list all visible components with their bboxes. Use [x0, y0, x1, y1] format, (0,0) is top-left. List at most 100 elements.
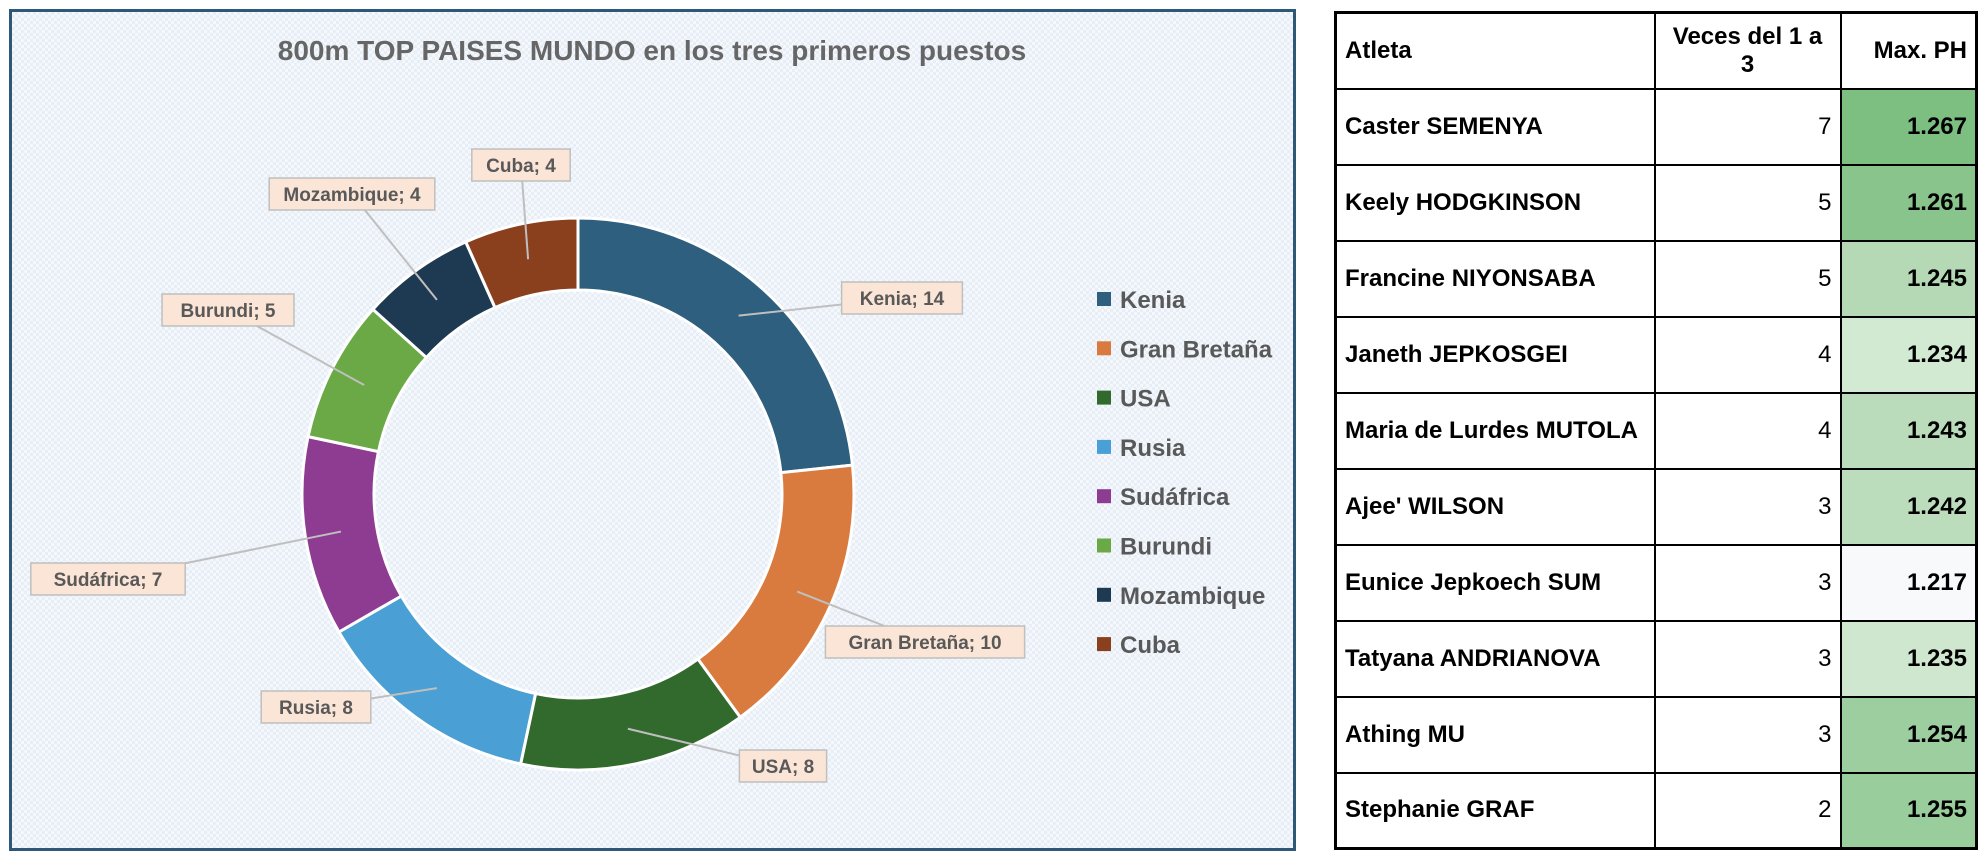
legend-item: Sudáfrica [1097, 484, 1230, 511]
max-ph-cell: 1.243 [1839, 391, 1978, 470]
legend-swatch [1097, 587, 1111, 602]
legend-swatch [1097, 637, 1111, 652]
slice-gran-breta-a [695, 463, 856, 720]
legend-label: Rusia [1120, 435, 1186, 462]
times-cell: 2 [1653, 771, 1842, 850]
legend-item: Mozambique [1097, 583, 1265, 610]
athlete-name-cell: Tatyana ANDRIANOVA [1334, 619, 1656, 698]
athlete-name-cell: Stephanie GRAF [1334, 771, 1656, 850]
slice-kenia [576, 216, 855, 475]
legend-item: Burundi [1097, 534, 1212, 561]
legend-swatch [1097, 439, 1111, 454]
athlete-name-cell: Francine NIYONSABA [1334, 239, 1656, 318]
legend-swatch [1097, 538, 1111, 553]
data-label-box [161, 293, 295, 327]
data-label: Sudáfrica; 7 [30, 562, 186, 596]
times-cell: 5 [1653, 163, 1842, 242]
data-label-box [268, 177, 436, 211]
table-row: Maria de Lurdes MUTOLA 4 1.243 [1334, 391, 1978, 470]
max-ph-cell: 1.261 [1839, 163, 1978, 242]
legend-label: USA [1120, 386, 1171, 413]
data-label-text: Rusia; 8 [279, 698, 353, 719]
max-ph-cell: 1.267 [1839, 87, 1978, 166]
data-label: Kenia; 14 [840, 281, 964, 315]
slice-sud-frica [300, 434, 404, 635]
legend-swatch [1097, 341, 1111, 356]
data-label-text: USA; 8 [752, 757, 814, 778]
table-row: Athing MU 3 1.254 [1334, 695, 1978, 774]
data-label: USA; 8 [738, 749, 828, 783]
table-row: Caster SEMENYA 7 1.267 [1334, 87, 1978, 166]
header-times: Veces del 1 a 3 [1653, 11, 1842, 90]
max-ph-cell: 1.234 [1839, 315, 1978, 394]
slice-rusia [336, 593, 538, 766]
legend-label: Mozambique [1120, 583, 1265, 610]
legend-item: Rusia [1097, 435, 1186, 462]
legend-label: Cuba [1120, 632, 1181, 659]
athletes-table-panel: Atleta Veces del 1 a 3 Max. PH Caster SE… [1334, 11, 1978, 850]
max-ph-cell: 1.254 [1839, 695, 1978, 774]
times-cell: 3 [1653, 467, 1842, 546]
data-label: Cuba; 4 [471, 148, 571, 182]
data-label-box [471, 148, 571, 182]
max-ph-cell: 1.242 [1839, 467, 1978, 546]
data-label-text: Burundi; 5 [181, 301, 276, 322]
data-label: Rusia; 8 [260, 690, 372, 724]
table-row: Keely HODGKINSON 5 1.261 [1334, 163, 1978, 242]
slice-cuba [463, 216, 580, 310]
athlete-name-cell: Eunice Jepkoech SUM [1334, 543, 1656, 622]
data-label-box [824, 625, 1026, 659]
times-cell: 3 [1653, 543, 1842, 622]
athlete-name-cell: Ajee' WILSON [1334, 467, 1656, 546]
data-label-box [738, 749, 828, 783]
leader-line [351, 193, 438, 301]
table-row: Tatyana ANDRIANOVA 3 1.235 [1334, 619, 1978, 698]
legend-swatch [1097, 390, 1111, 405]
max-ph-cell: 1.235 [1839, 619, 1978, 698]
legend-label: Sudáfrica [1120, 484, 1230, 511]
athlete-name-cell: Maria de Lurdes MUTOLA [1334, 391, 1656, 470]
athlete-name-cell: Janeth JEPKOSGEI [1334, 315, 1656, 394]
athlete-name-cell: Athing MU [1334, 695, 1656, 774]
slice-usa [518, 656, 743, 772]
times-cell: 4 [1653, 391, 1842, 470]
data-label-text: Cuba; 4 [486, 156, 556, 177]
athletes-table: Atleta Veces del 1 a 3 Max. PH Caster SE… [1334, 11, 1978, 850]
times-cell: 3 [1653, 695, 1842, 774]
legend-label: Kenia [1120, 287, 1186, 314]
data-label: Burundi; 5 [161, 293, 295, 327]
header-athlete: Atleta [1334, 11, 1656, 90]
header-max-ph: Max. PH [1839, 11, 1978, 90]
table-header-row: Atleta Veces del 1 a 3 Max. PH [1334, 11, 1978, 90]
times-cell: 3 [1653, 619, 1842, 698]
data-label-text: Sudáfrica; 7 [54, 570, 163, 591]
chart-panel: 800m TOP PAISES MUNDO en los tres primer… [9, 9, 1296, 851]
max-ph-cell: 1.217 [1839, 543, 1978, 622]
times-cell: 7 [1653, 87, 1842, 166]
legend-item: Cuba [1097, 632, 1181, 659]
table-row: Eunice Jepkoech SUM 3 1.217 [1334, 543, 1978, 622]
times-cell: 4 [1653, 315, 1842, 394]
table-row: Janeth JEPKOSGEI 4 1.234 [1334, 315, 1978, 394]
legend-item: Kenia [1097, 287, 1186, 314]
table-row: Stephanie GRAF 2 1.255 [1334, 771, 1978, 850]
data-label-box [260, 690, 372, 724]
max-ph-cell: 1.245 [1839, 239, 1978, 318]
table-row: Ajee' WILSON 3 1.242 [1334, 467, 1978, 546]
legend-swatch [1097, 292, 1111, 306]
data-label-box [30, 562, 186, 596]
table-row: Francine NIYONSABA 5 1.245 [1334, 239, 1978, 318]
legend-label: Burundi [1120, 534, 1212, 561]
athlete-name-cell: Caster SEMENYA [1334, 87, 1656, 166]
data-label-text: Mozambique; 4 [283, 185, 421, 206]
athlete-name-cell: Keely HODGKINSON [1334, 163, 1656, 242]
legend-swatch [1097, 489, 1111, 504]
data-label-box [840, 281, 964, 315]
legend-item: USA [1097, 386, 1171, 413]
legend-item: Gran Bretaña [1097, 336, 1273, 363]
data-label-text: Kenia; 14 [860, 289, 945, 310]
donut-chart: 800m TOP PAISES MUNDO en los tres primer… [30, 35, 1273, 783]
legend-label: Gran Bretaña [1120, 336, 1273, 363]
data-label-text: Gran Bretaña; 10 [848, 633, 1001, 654]
data-label: Mozambique; 4 [268, 177, 436, 211]
